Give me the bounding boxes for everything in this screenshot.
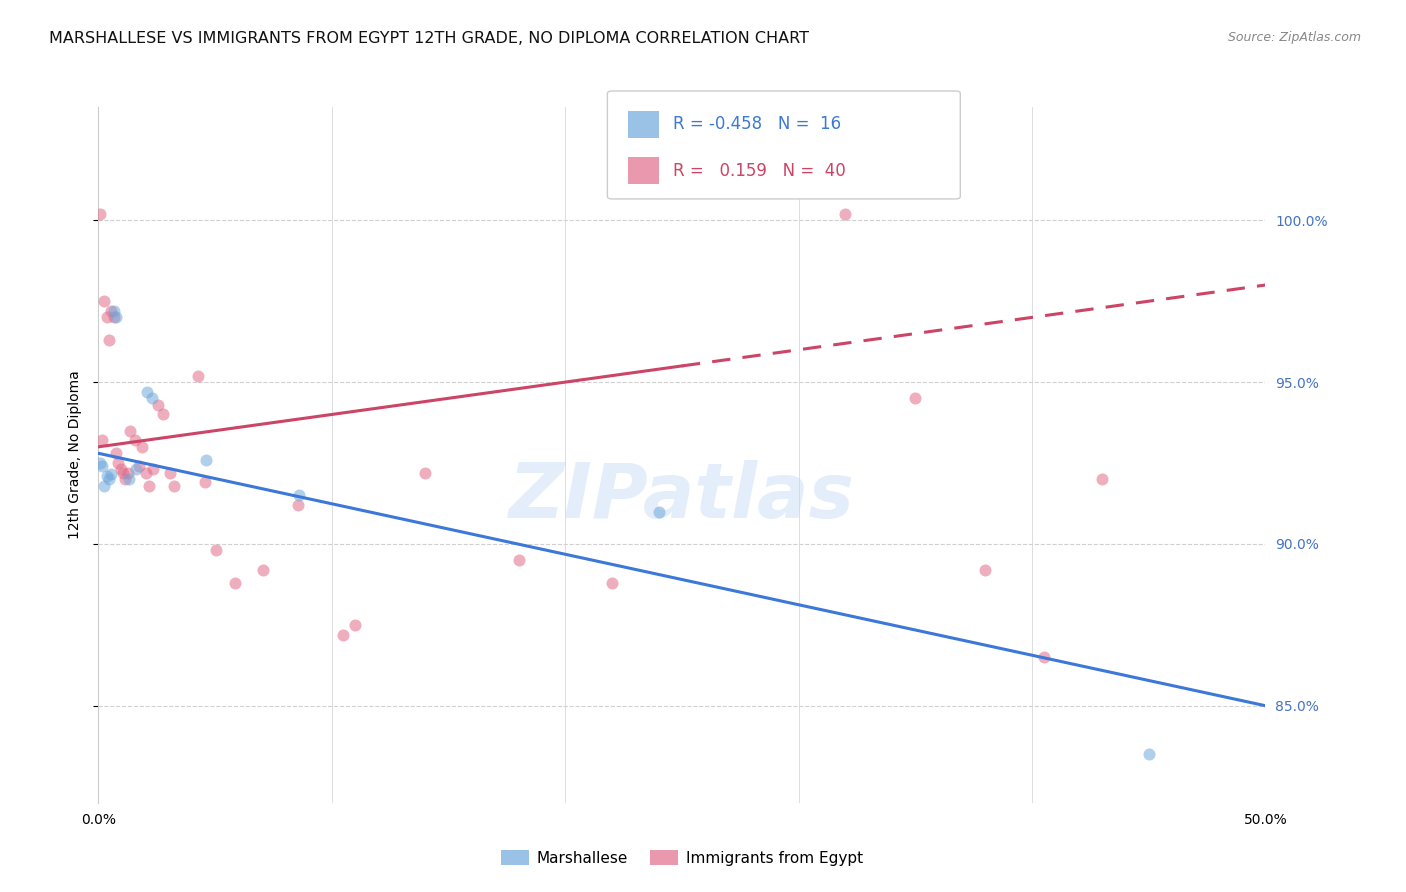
Point xyxy=(90,434,112,448)
Point xyxy=(1137,747,1160,762)
Point xyxy=(152,408,174,422)
Point xyxy=(93,294,115,309)
Point xyxy=(288,488,311,502)
Point xyxy=(96,310,118,325)
Text: R =   0.159   N =  40: R = 0.159 N = 40 xyxy=(673,161,846,179)
Point xyxy=(141,392,163,406)
Y-axis label: 12th Grade, No Diploma: 12th Grade, No Diploma xyxy=(69,370,83,540)
Point xyxy=(163,478,186,492)
Point xyxy=(142,462,165,476)
Point xyxy=(96,469,118,483)
Point xyxy=(104,310,127,325)
Point xyxy=(904,392,927,406)
Point xyxy=(97,333,120,347)
Point xyxy=(138,478,160,492)
Point xyxy=(103,304,125,318)
Point xyxy=(135,466,157,480)
Text: Source: ZipAtlas.com: Source: ZipAtlas.com xyxy=(1227,31,1361,45)
Point xyxy=(974,563,997,577)
Point xyxy=(413,466,436,480)
Point xyxy=(125,462,148,476)
Point xyxy=(93,478,115,492)
Point xyxy=(90,459,112,474)
Point xyxy=(100,467,122,482)
Text: MARSHALLESE VS IMMIGRANTS FROM EGYPT 12TH GRADE, NO DIPLOMA CORRELATION CHART: MARSHALLESE VS IMMIGRANTS FROM EGYPT 12T… xyxy=(49,31,810,46)
Point xyxy=(128,459,150,474)
Point xyxy=(124,434,146,448)
Point xyxy=(287,498,309,512)
Point xyxy=(159,466,181,480)
Point xyxy=(110,462,132,476)
Text: ZIPatlas: ZIPatlas xyxy=(509,459,855,533)
Point xyxy=(100,304,122,318)
Point xyxy=(146,398,169,412)
Point xyxy=(600,575,623,590)
Legend: Marshallese, Immigrants from Egypt: Marshallese, Immigrants from Egypt xyxy=(495,844,869,871)
Text: R = -0.458   N =  16: R = -0.458 N = 16 xyxy=(673,115,842,134)
Point xyxy=(118,424,141,438)
Point xyxy=(89,207,111,221)
Point xyxy=(111,466,134,480)
Point xyxy=(117,466,139,480)
Point xyxy=(89,456,111,470)
Point xyxy=(1091,472,1114,486)
Point xyxy=(344,617,367,632)
Point xyxy=(332,627,354,641)
Point xyxy=(104,446,127,460)
Point xyxy=(508,553,530,567)
Point xyxy=(252,563,274,577)
Point xyxy=(1032,650,1054,665)
Point xyxy=(118,472,141,486)
Point xyxy=(97,472,120,486)
Point xyxy=(131,440,153,454)
Point xyxy=(107,456,129,470)
Point xyxy=(194,452,217,467)
Point xyxy=(187,368,209,383)
Point xyxy=(647,504,669,518)
Point xyxy=(103,310,125,325)
Point xyxy=(136,384,159,399)
Point xyxy=(834,207,856,221)
Point xyxy=(205,543,228,558)
Point xyxy=(114,472,136,486)
Point xyxy=(194,475,217,490)
Point xyxy=(224,575,246,590)
